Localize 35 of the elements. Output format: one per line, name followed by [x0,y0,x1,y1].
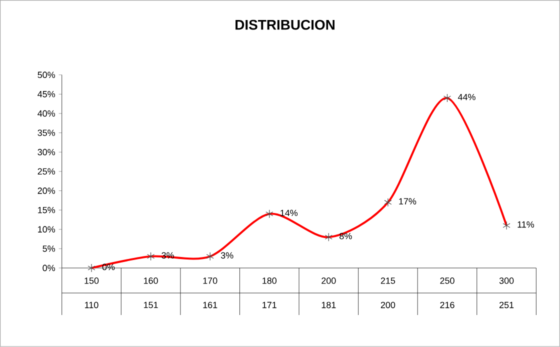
y-tick-label: 30% [38,149,56,156]
y-tick-label: 5% [42,246,56,252]
text: 251 [500,302,514,308]
text: 161 [203,302,218,308]
data-label: 8% [340,232,352,240]
data-label: 3% [220,252,234,259]
text: 200 [380,302,396,308]
y-tick-label: 10% [38,226,56,233]
text: 171 [262,302,276,308]
y-tick-label: 45% [38,91,56,98]
data-label: 17% [399,198,416,205]
data-label: 0% [102,264,115,270]
y-tick-label: 40% [38,110,56,117]
y-tick-label: 50% [38,72,56,78]
x-tick-label: 200 [322,278,336,284]
data-label: 11% [518,221,534,228]
y-tick-label: 20% [38,188,56,194]
y-tick-label: 0% [42,264,56,272]
y-tick-label: 25% [38,168,56,175]
x-tick-label: 250 [440,278,454,284]
y-tick-label: 35% [38,130,56,136]
text: 110 [85,302,98,308]
x-tick-label: 300 [499,278,514,284]
data-label: 44% [458,94,476,100]
x-tick-label: 180 [262,278,277,284]
text: 181 [322,302,336,308]
y-tick-label: 15% [38,206,56,214]
chart-title: DISTRIBUCION [236,20,334,30]
x-tick-label: 160 [144,278,158,284]
x-tick-label: 170 [203,278,218,284]
text: 216 [440,302,454,308]
x-tick-label: 150 [84,278,99,284]
data-label: 14% [280,210,298,216]
x-tick-label: 215 [380,278,396,284]
text: 151 [144,302,158,308]
